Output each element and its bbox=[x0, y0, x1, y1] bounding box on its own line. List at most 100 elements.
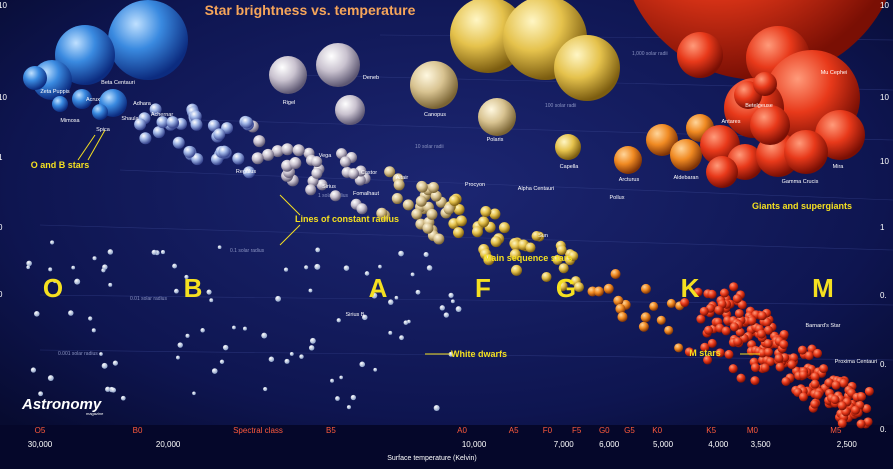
star-point bbox=[765, 357, 775, 367]
star-point bbox=[573, 282, 584, 293]
spectral-letter: F bbox=[475, 273, 491, 303]
radius-line-label: 0.1 solar radius bbox=[230, 248, 265, 254]
star-point bbox=[664, 325, 674, 335]
star-point bbox=[134, 118, 147, 131]
star-point bbox=[308, 288, 313, 293]
star-point bbox=[735, 327, 745, 337]
star-point bbox=[262, 148, 275, 161]
star-point bbox=[71, 265, 76, 270]
star-point bbox=[757, 311, 767, 321]
star-point bbox=[176, 355, 180, 360]
spectral-tick: F0 bbox=[543, 426, 553, 435]
star-point bbox=[371, 292, 378, 299]
temperature-tick: 6,000 bbox=[599, 440, 620, 449]
star-point bbox=[857, 392, 867, 402]
x-axis-label: Surface temperature (Kelvin) bbox=[387, 455, 476, 462]
star-point bbox=[415, 195, 427, 207]
star-point bbox=[775, 362, 785, 372]
star-point bbox=[603, 283, 614, 294]
star-point bbox=[92, 256, 97, 261]
radius-line bbox=[39, 224, 893, 251]
y-tick-right: 0. bbox=[880, 291, 887, 300]
star-label: Canopus bbox=[424, 112, 446, 118]
star-point bbox=[275, 295, 281, 302]
star-point bbox=[292, 144, 305, 157]
star-point bbox=[403, 320, 409, 325]
star-point bbox=[610, 269, 621, 280]
y-tick-right: 10 bbox=[880, 157, 889, 166]
star-point bbox=[217, 245, 222, 250]
star-label: Rigel bbox=[283, 100, 296, 106]
star-point bbox=[415, 289, 421, 295]
star-point bbox=[483, 254, 495, 266]
star-point bbox=[108, 282, 113, 287]
spectral-tick: M5 bbox=[830, 426, 842, 435]
spectral-letter: B bbox=[184, 273, 203, 303]
temperature-tick: 4,000 bbox=[708, 440, 729, 449]
star-point bbox=[700, 342, 710, 352]
star-label: Mu Cephei bbox=[821, 70, 848, 76]
star-point bbox=[693, 287, 703, 297]
star-point bbox=[304, 265, 309, 270]
star-point bbox=[555, 134, 581, 160]
star-point bbox=[810, 379, 820, 389]
star-point bbox=[105, 386, 111, 392]
star-point bbox=[348, 168, 360, 180]
temperature-tick: 3,500 bbox=[751, 440, 772, 449]
star-point bbox=[750, 376, 760, 386]
star-point bbox=[862, 404, 872, 414]
star-point bbox=[734, 308, 744, 318]
star-point bbox=[166, 116, 179, 129]
star-point bbox=[813, 348, 823, 358]
star-point bbox=[640, 312, 651, 323]
star-point bbox=[423, 252, 429, 258]
star-point bbox=[797, 345, 807, 355]
temperature-tick: 10,000 bbox=[462, 440, 487, 449]
star-point bbox=[810, 372, 820, 382]
star-point bbox=[376, 207, 388, 219]
star-point bbox=[430, 190, 442, 202]
star-point bbox=[416, 181, 428, 193]
star-point bbox=[160, 250, 166, 255]
star-point bbox=[92, 104, 108, 120]
radius-line-label: 1,000 solar radii bbox=[632, 51, 668, 57]
spectral-letter: K bbox=[681, 273, 700, 303]
star-point bbox=[108, 0, 188, 80]
star-point bbox=[329, 190, 341, 202]
star-point bbox=[68, 310, 74, 316]
star-label: Procyon bbox=[465, 182, 485, 188]
star-label: Fomalhaut bbox=[353, 191, 379, 197]
star-point bbox=[50, 240, 55, 245]
star-point bbox=[308, 345, 315, 351]
star-point bbox=[350, 394, 356, 401]
star-label: Vega bbox=[319, 153, 332, 159]
star-point bbox=[209, 298, 214, 303]
star-point bbox=[183, 145, 196, 158]
star-point bbox=[478, 216, 490, 228]
star-point bbox=[190, 118, 203, 131]
brand-logo-sub: magazine bbox=[86, 411, 104, 416]
star-field bbox=[23, 0, 887, 429]
star-point bbox=[824, 378, 834, 388]
star-point bbox=[343, 265, 350, 271]
radius-line-label: 0.01 solar radius bbox=[130, 296, 167, 302]
star-point bbox=[185, 333, 190, 338]
star-point bbox=[191, 153, 204, 166]
spectral-tick: K5 bbox=[706, 426, 716, 435]
star-point bbox=[384, 166, 396, 178]
temperature-tick: 5,000 bbox=[653, 440, 674, 449]
star-point bbox=[102, 264, 108, 270]
star-point bbox=[91, 328, 96, 333]
star-point bbox=[452, 227, 464, 239]
annotation-arrow bbox=[279, 194, 301, 216]
star-point bbox=[552, 254, 563, 265]
y-tick-right: 1 bbox=[880, 223, 885, 232]
star-point bbox=[439, 305, 445, 311]
star-point bbox=[346, 405, 351, 410]
star-point bbox=[156, 116, 169, 129]
star-label: Altair bbox=[396, 175, 409, 181]
star-point bbox=[646, 124, 678, 156]
